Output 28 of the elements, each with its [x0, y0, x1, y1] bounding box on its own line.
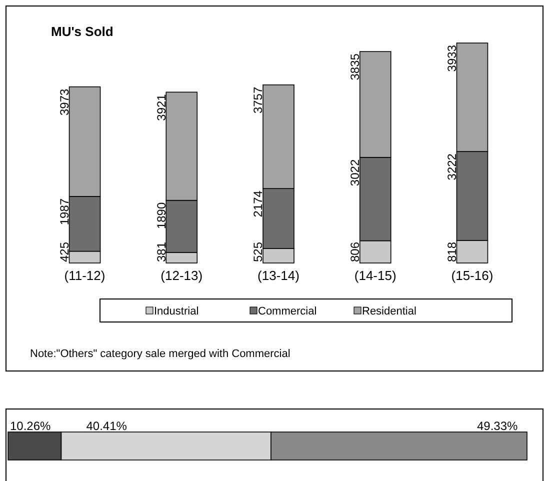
- x-tick-label: (13-14): [258, 268, 300, 283]
- data-label: 1987: [57, 198, 72, 226]
- data-label: 40.41%: [86, 419, 128, 433]
- legend-label: Commercial: [258, 306, 317, 318]
- data-label: 3757: [251, 86, 266, 114]
- legend-label: Industrial: [154, 306, 199, 318]
- data-label: 3222: [444, 153, 459, 180]
- chart-title: MU's Sold: [51, 24, 114, 39]
- x-tick-label: (15-16): [451, 268, 494, 283]
- x-tick-label: (12-13): [160, 268, 203, 283]
- x-tick-label: (14-15): [354, 268, 396, 283]
- x-tick-label: (11-12): [64, 268, 106, 283]
- data-label: 10.26%: [10, 419, 52, 433]
- data-label: 3973: [57, 88, 72, 116]
- data-label: 3022: [348, 159, 362, 186]
- data-label: 1890: [154, 202, 168, 230]
- data-label: 3921: [154, 94, 168, 121]
- data-label: 3835: [348, 53, 362, 80]
- data-label: 3933: [444, 44, 459, 72]
- data-label: 381: [154, 242, 168, 262]
- data-label: 525: [251, 242, 266, 262]
- data-label: 806: [348, 242, 362, 262]
- data-label: 2174: [251, 190, 266, 218]
- text: Note:"Others" category sale merged with Commercial: [30, 348, 290, 360]
- legend-label: Residential: [362, 306, 416, 318]
- data-label: 425: [57, 242, 72, 262]
- data-label: 49.33%: [477, 419, 518, 433]
- data-label: 818: [444, 242, 459, 262]
